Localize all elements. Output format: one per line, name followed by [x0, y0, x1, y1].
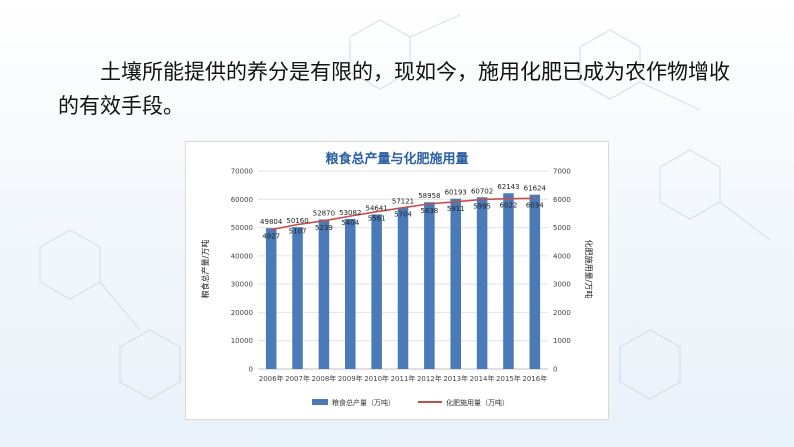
line-path — [271, 197, 535, 231]
legend-line-label: 化肥施用量（万吨） — [446, 398, 509, 407]
y2-tick-label: 2000 — [553, 309, 571, 317]
line-data-label: 5995 — [473, 202, 491, 210]
y-tick-label: 70000 — [231, 168, 253, 176]
x-tick-label: 2007年 — [285, 374, 310, 383]
y2-axis-label: 化肥施用量/万吨 — [584, 240, 594, 299]
x-tick-label: 2016年 — [522, 374, 547, 383]
chart-legend: 粮食总产量（万吨） 化肥施用量（万吨） — [312, 398, 509, 407]
bar — [371, 214, 382, 369]
bar-data-label: 60193 — [445, 189, 467, 197]
bar-data-label: 52870 — [313, 209, 335, 217]
line-data-label: 6034 — [526, 201, 544, 209]
bar — [424, 202, 435, 369]
chart-svg: 粮食总产量与化肥施用量 0100002000030000400005000060… — [200, 151, 594, 407]
line-data-label: 5404 — [341, 219, 359, 227]
bar-data-label: 53082 — [339, 209, 361, 217]
y2-tick-label: 1000 — [553, 337, 571, 345]
bar — [265, 228, 277, 369]
chart-title: 粮食总产量与化肥施用量 — [325, 151, 468, 167]
bar — [345, 218, 356, 369]
y2-tick-label: 5000 — [553, 224, 571, 232]
x-tick-label: 2006年 — [259, 374, 284, 383]
x-tick-label: 2009年 — [338, 374, 363, 383]
bar — [529, 194, 541, 369]
y-tick-label: 10000 — [231, 337, 253, 345]
bar-data-label: 54641 — [365, 204, 387, 212]
x-tick-label: 2012年 — [417, 374, 442, 383]
bar-series — [265, 193, 541, 369]
x-tick-label: 2008年 — [311, 374, 336, 383]
bar — [450, 198, 461, 369]
bar-data-label: 60702 — [471, 187, 493, 195]
bar — [318, 219, 330, 369]
intro-paragraph: 土壤所能提供的养分是有限的，现如今，施用化肥已成为农作物增收的有效手段。 — [58, 60, 730, 118]
y-tick-label: 20000 — [231, 309, 253, 317]
y-tick-label: 60000 — [231, 196, 253, 204]
bar — [503, 193, 514, 369]
y-tick-label: 50000 — [231, 224, 253, 232]
x-tick-label: 2015年 — [496, 374, 521, 383]
line-data-label: 5239 — [315, 224, 333, 232]
bar-data-label: 57121 — [392, 197, 414, 205]
y2-tick-label: 7000 — [553, 168, 571, 176]
y-axis-label: 粮食总产量/万吨 — [200, 240, 210, 299]
y-tick-label: 40000 — [231, 252, 253, 260]
line-data-label: 6022 — [500, 202, 518, 210]
line-series — [271, 197, 535, 231]
bar — [292, 227, 303, 369]
axis-ticks: 0 10000 20000 30000 40000 50000 60000 70000 0 100… — [231, 168, 571, 384]
y-tick-label: 0 — [249, 366, 253, 374]
x-tick-label: 2011年 — [391, 374, 416, 383]
line-data-label: 5107 — [289, 228, 307, 236]
line-data-label: 5561 — [368, 215, 386, 223]
y2-tick-label: 6000 — [553, 196, 571, 204]
legend-bar-label: 粮食总产量（万吨） — [332, 398, 395, 407]
chart-container: 粮食总产量与化肥施用量 0 10000 20000 30000 40000 50000 60… — [185, 141, 609, 420]
y2-tick-label: 0 — [553, 366, 557, 374]
bar-data-label: 50160 — [286, 217, 308, 225]
y2-tick-label: 4000 — [553, 252, 571, 260]
data-labels: 49804 50160 52870 53082 54641 57121 58958 60193… — [260, 183, 546, 240]
bar — [397, 207, 409, 369]
legend-bar-swatch — [312, 399, 328, 405]
bar-data-label: 58958 — [418, 192, 440, 200]
bar-data-label: 62143 — [497, 183, 519, 191]
line-data-label: 5911 — [447, 205, 465, 213]
y-tick-label: 30000 — [231, 281, 253, 289]
x-tick-label: 2010年 — [364, 374, 389, 383]
bar-data-label: 49804 — [260, 218, 283, 226]
line-data-label: 4927 — [262, 233, 280, 241]
x-tick-label: 2014年 — [470, 374, 495, 383]
bar-data-label: 61624 — [524, 185, 547, 193]
bar — [476, 197, 488, 369]
y2-tick-label: 3000 — [553, 281, 571, 289]
line-data-label: 5838 — [420, 207, 438, 215]
x-tick-label: 2013年 — [443, 374, 468, 383]
line-data-label: 5704 — [394, 211, 412, 219]
